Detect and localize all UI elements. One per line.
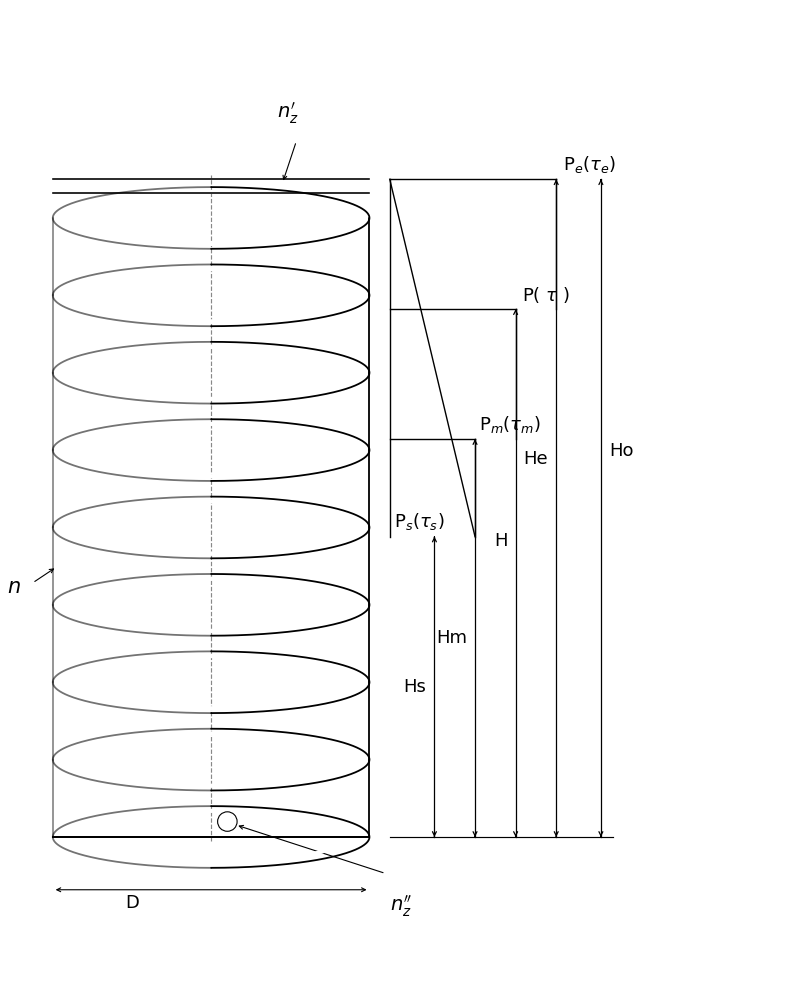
Text: $n_z^{\prime\prime}$: $n_z^{\prime\prime}$: [389, 894, 412, 919]
Text: Hm: Hm: [436, 629, 466, 647]
Text: D: D: [125, 894, 139, 912]
Text: Ho: Ho: [608, 442, 633, 460]
Text: n: n: [7, 577, 20, 597]
Text: He: He: [523, 450, 547, 468]
Text: P$_e$($\tau_e$): P$_e$($\tau_e$): [562, 154, 615, 175]
Text: H: H: [493, 532, 507, 550]
Text: $n_z'$: $n_z'$: [277, 101, 298, 126]
Text: Hs: Hs: [403, 678, 426, 696]
Text: P( $\tau$ ): P( $\tau$ ): [521, 285, 569, 305]
Text: P$_m$($\tau_m$): P$_m$($\tau_m$): [478, 414, 540, 435]
Text: P$_s$($\tau_s$): P$_s$($\tau_s$): [393, 511, 444, 532]
